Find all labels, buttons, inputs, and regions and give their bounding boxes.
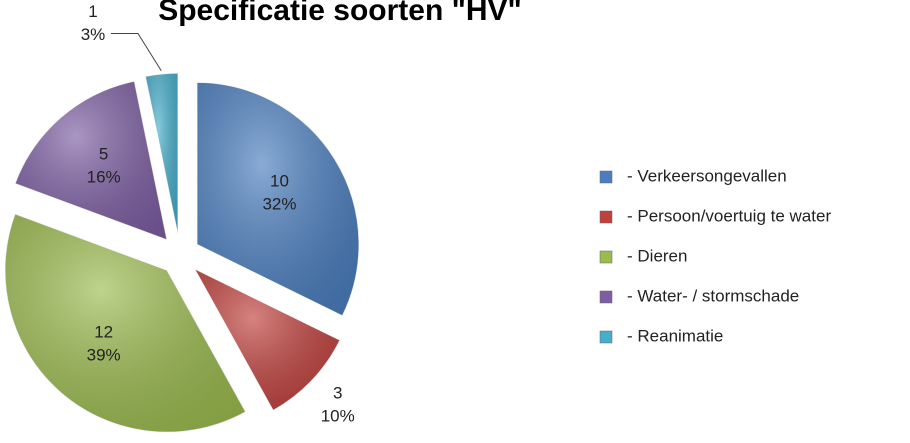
legend-swatch [599,290,613,304]
legend-swatch [599,250,613,264]
slice-shine [4,213,246,433]
data-label: 3 [333,383,342,402]
slice-shine [196,82,359,316]
legend-label: - Water- / stormschade [627,286,799,305]
data-label-percent: 3% [81,25,106,44]
data-label-percent: 16% [87,168,121,187]
data-label-percent: 39% [87,345,121,364]
data-label: 1 [88,2,97,21]
chart-title: Specificatie soorten "HV" [158,0,522,27]
leader-line [110,32,162,71]
slice-shine [15,81,167,240]
data-label: 10 [270,171,289,190]
slice-shine [194,268,340,411]
legend-label: - Persoon/voertuig te water [627,206,831,225]
legend-swatch [599,170,613,184]
data-label-percent: 32% [262,194,296,213]
legend-swatch [599,210,613,224]
slice-shine [145,73,178,236]
legend-swatch [599,330,613,344]
legend-label: - Dieren [627,246,687,265]
data-label: 12 [94,322,113,341]
data-label-percent: 10% [321,406,355,425]
legend-label: - Verkeersongevallen [627,166,787,185]
data-label: 5 [99,145,108,164]
legend-label: - Reanimatie [627,326,723,345]
